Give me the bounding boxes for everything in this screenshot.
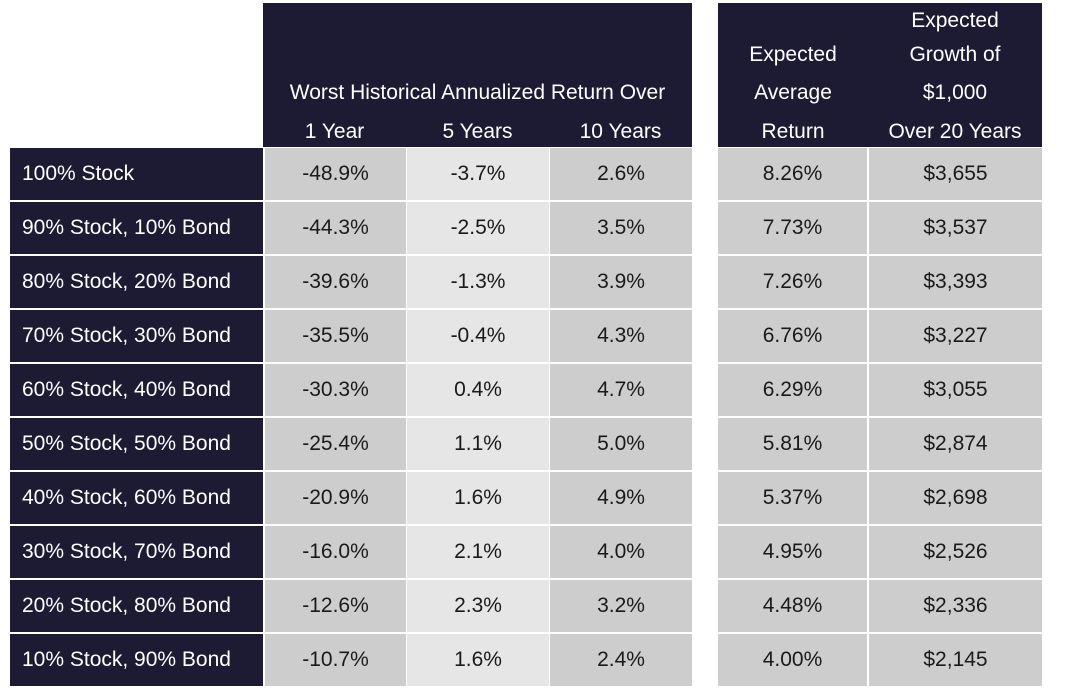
row-label: 30% Stock, 70% Bond bbox=[10, 526, 263, 578]
cell-5-years: 1.6% bbox=[407, 472, 549, 524]
cell-expected-return: 6.29% bbox=[718, 364, 867, 416]
row-label: 100% Stock bbox=[10, 148, 263, 200]
row-label: 70% Stock, 30% Bond bbox=[10, 310, 263, 362]
cell-expected-return: 4.95% bbox=[718, 526, 867, 578]
cell-expected-return: 7.73% bbox=[718, 202, 867, 254]
cell-expected-growth: $2,336 bbox=[869, 580, 1042, 632]
cell-1-year: -39.6% bbox=[265, 256, 406, 308]
cell-1-year: -30.3% bbox=[265, 364, 406, 416]
cell-1-year: -20.9% bbox=[265, 472, 406, 524]
cell-10-years: 4.0% bbox=[550, 526, 692, 578]
header-worst-historical: Worst Historical Annualized Return Over … bbox=[263, 3, 692, 147]
header-expected-return-line2: Average bbox=[754, 81, 832, 104]
row-label: 50% Stock, 50% Bond bbox=[10, 418, 263, 470]
cell-1-year: -35.5% bbox=[265, 310, 406, 362]
cell-1-year: -25.4% bbox=[265, 418, 406, 470]
row-label: 10% Stock, 90% Bond bbox=[10, 634, 263, 686]
cell-5-years: 2.1% bbox=[407, 526, 549, 578]
cell-1-year: -10.7% bbox=[265, 634, 406, 686]
header-group-label: Worst Historical Annualized Return Over bbox=[289, 81, 666, 104]
row-label: 80% Stock, 20% Bond bbox=[10, 256, 263, 308]
cell-5-years: 1.6% bbox=[407, 634, 549, 686]
cell-expected-growth: $3,393 bbox=[869, 256, 1042, 308]
cell-expected-growth: $2,145 bbox=[869, 634, 1042, 686]
cell-5-years: -2.5% bbox=[407, 202, 549, 254]
cell-expected-return: 4.48% bbox=[718, 580, 867, 632]
cell-expected-growth: $3,227 bbox=[869, 310, 1042, 362]
row-label: 20% Stock, 80% Bond bbox=[10, 580, 263, 632]
cell-5-years: -3.7% bbox=[407, 148, 549, 200]
row-label: 40% Stock, 60% Bond bbox=[10, 472, 263, 524]
cell-expected-return: 6.76% bbox=[718, 310, 867, 362]
cell-10-years: 4.7% bbox=[550, 364, 692, 416]
cell-expected-return: 7.26% bbox=[718, 256, 867, 308]
cell-expected-growth: $3,655 bbox=[869, 148, 1042, 200]
cell-1-year: -44.3% bbox=[265, 202, 406, 254]
cell-expected-return: 5.37% bbox=[718, 472, 867, 524]
cell-expected-growth: $2,526 bbox=[869, 526, 1042, 578]
header-expected-growth: Expected Growth of $1,000 Over 20 Years bbox=[868, 3, 1042, 147]
cell-10-years: 3.5% bbox=[550, 202, 692, 254]
cell-expected-return: 4.00% bbox=[718, 634, 867, 686]
header-10-years: 10 Years bbox=[579, 120, 662, 143]
header-expected-return-line1: Expected bbox=[749, 43, 837, 66]
cell-1-year: -16.0% bbox=[265, 526, 406, 578]
row-label: 90% Stock, 10% Bond bbox=[10, 202, 263, 254]
cell-10-years: 4.9% bbox=[550, 472, 692, 524]
cell-expected-growth: $2,698 bbox=[869, 472, 1042, 524]
cell-10-years: 2.4% bbox=[550, 634, 692, 686]
cell-5-years: 2.3% bbox=[407, 580, 549, 632]
header-5-years: 5 Years bbox=[442, 120, 513, 143]
cell-10-years: 3.2% bbox=[550, 580, 692, 632]
header-expected-return-line3: Return bbox=[761, 120, 825, 143]
header-expected-growth-line4: Over 20 Years bbox=[888, 120, 1022, 143]
cell-expected-growth: $2,874 bbox=[869, 418, 1042, 470]
cell-5-years: 0.4% bbox=[407, 364, 549, 416]
cell-1-year: -12.6% bbox=[265, 580, 406, 632]
cell-10-years: 3.9% bbox=[550, 256, 692, 308]
cell-10-years: 2.6% bbox=[550, 148, 692, 200]
row-label: 60% Stock, 40% Bond bbox=[10, 364, 263, 416]
header-expected-return: Expected Average Return bbox=[718, 3, 868, 147]
cell-5-years: 1.1% bbox=[407, 418, 549, 470]
header-1-year: 1 Year bbox=[304, 120, 365, 143]
cell-5-years: -0.4% bbox=[407, 310, 549, 362]
cell-10-years: 4.3% bbox=[550, 310, 692, 362]
cell-expected-growth: $3,537 bbox=[869, 202, 1042, 254]
header-expected-growth-line1: Expected bbox=[911, 9, 999, 32]
cell-expected-growth: $3,055 bbox=[869, 364, 1042, 416]
cell-10-years: 5.0% bbox=[550, 418, 692, 470]
header-expected-growth-line2: Growth of bbox=[909, 43, 1001, 66]
cell-1-year: -48.9% bbox=[265, 148, 406, 200]
cell-5-years: -1.3% bbox=[407, 256, 549, 308]
cell-expected-return: 5.81% bbox=[718, 418, 867, 470]
cell-expected-return: 8.26% bbox=[718, 148, 867, 200]
header-expected-growth-line3: $1,000 bbox=[922, 81, 988, 104]
